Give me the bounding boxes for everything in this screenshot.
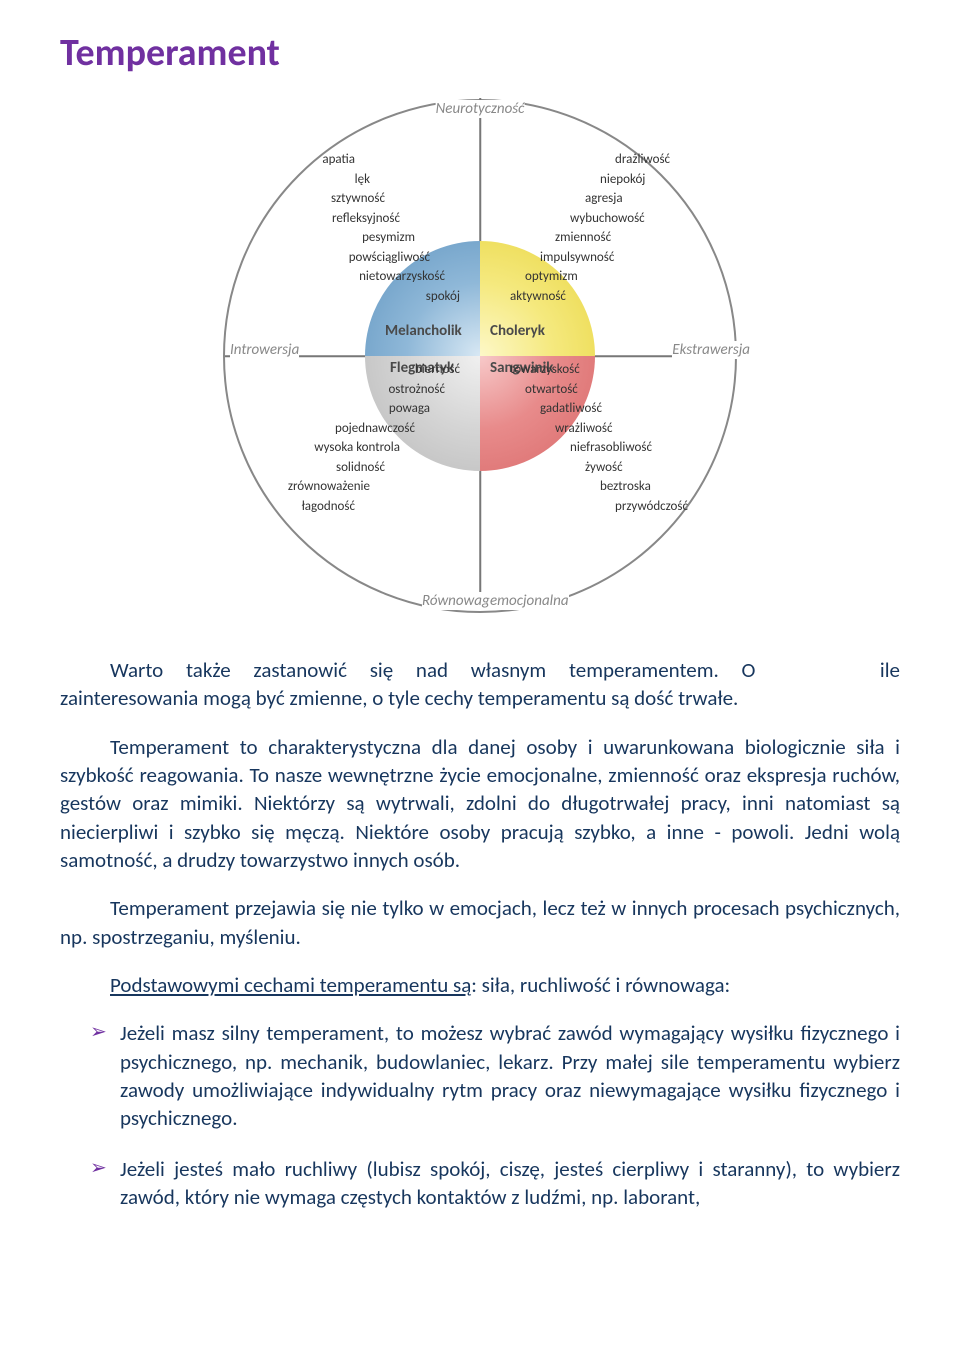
bullet-1: Jeżeli masz silny temperament, to możesz…: [90, 1019, 900, 1132]
axis-top: Neurotyczność: [436, 100, 525, 118]
para4: Podstawowymi cechami temperamentu są: si…: [60, 971, 900, 999]
axis-left: Introwersja: [230, 341, 299, 359]
traits-flegmatyk: biernośćostrożnośćpowagapojednawczośćwys…: [270, 360, 460, 516]
temperament-diagram: Melancholik Choleryk Flegmatyk Sangwinik…: [60, 96, 900, 616]
body-text: Warto także zastanowić się nad własnym t…: [60, 656, 900, 1212]
page-title: Temperament: [60, 30, 900, 76]
traits-melancholik: apatialększtywnośćrefleksyjnośćpesymizmp…: [240, 150, 460, 306]
axis-bottom-right: emocjonalna: [490, 592, 569, 610]
label-choleryk: Choleryk: [490, 322, 545, 340]
para2: Temperament to charakterystyczna dla dan…: [60, 733, 900, 875]
traits-choleryk: drażliwośćniepokójagresjawybuchowośćzmie…: [510, 150, 670, 306]
traits-sangwinik: towarzyskośćotwartośćgadatliwośćwrażliwo…: [510, 360, 688, 516]
para4-rest: : siła, ruchliwość i równowaga:: [471, 972, 730, 998]
para3: Temperament przejawia się nie tylko w em…: [60, 894, 900, 951]
bullet-2: Jeżeli jesteś mało ruchliwy (lubisz spok…: [90, 1155, 900, 1212]
axis-bottom-left: Równowaga: [422, 592, 497, 610]
axis-right: Ekstrawersja: [672, 341, 750, 359]
label-melancholik: Melancholik: [385, 322, 462, 340]
para4-underlined: Podstawowymi cechami temperamentu są: [110, 972, 471, 998]
para1-line1: Warto także zastanowić się nad własnym t…: [60, 656, 755, 684]
